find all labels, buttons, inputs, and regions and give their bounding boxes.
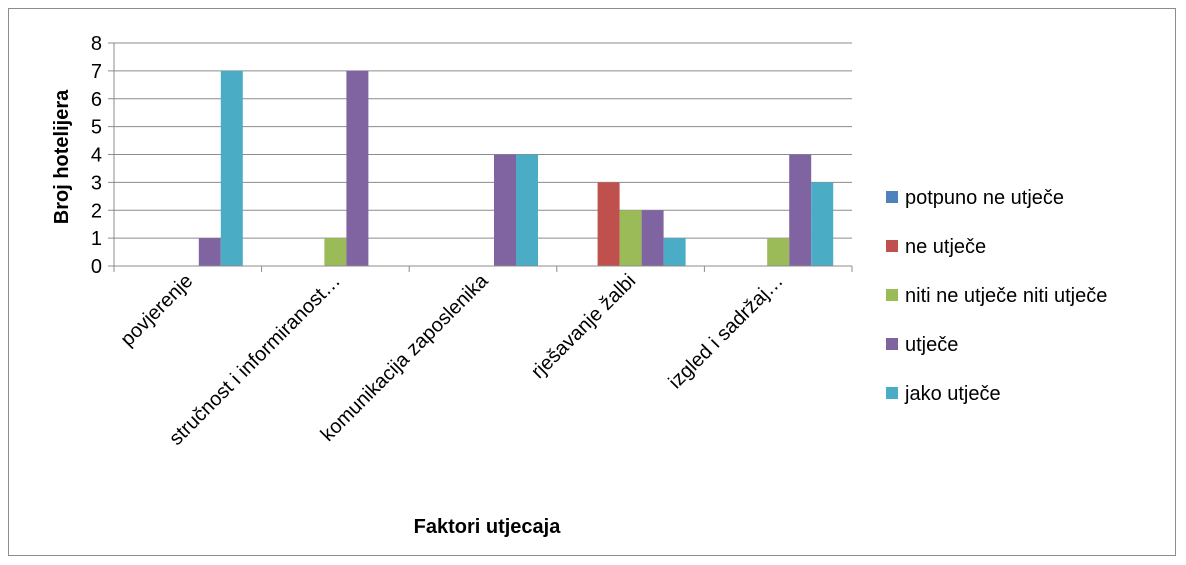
bar bbox=[494, 154, 516, 266]
legend-label: utječe bbox=[905, 334, 958, 356]
x-category-label: povjerenje bbox=[117, 270, 198, 351]
legend-label: potpuno ne utječe bbox=[905, 187, 1064, 209]
bar bbox=[198, 238, 221, 266]
legend-swatch bbox=[886, 191, 898, 203]
chart-area: 0 1 2 3 4 5 6 7 8 povjerenje stručnost i informir… bbox=[8, 8, 1176, 556]
y-tick-label: 7 bbox=[91, 61, 102, 83]
y-tick-label: 2 bbox=[91, 200, 102, 222]
y-tick-label: 6 bbox=[91, 89, 102, 111]
bar bbox=[767, 238, 790, 266]
y-tick-label: 8 bbox=[91, 33, 102, 55]
y-tick-label: 1 bbox=[91, 228, 102, 250]
y-axis-ticks: 0 1 2 3 4 5 6 7 8 bbox=[91, 33, 114, 278]
x-axis-title: Faktori utjecaja bbox=[414, 516, 562, 538]
y-tick-label: 5 bbox=[91, 117, 102, 139]
y-tick-label: 0 bbox=[91, 256, 102, 278]
bar bbox=[789, 154, 812, 266]
bar bbox=[220, 70, 243, 266]
legend-swatch bbox=[886, 240, 898, 252]
bar bbox=[516, 154, 538, 266]
bar bbox=[663, 238, 686, 266]
legend-swatch bbox=[886, 289, 898, 301]
bar bbox=[811, 182, 834, 266]
bar bbox=[346, 70, 369, 266]
legend: potpuno ne utječe ne utječe niti ne utječe… bbox=[886, 187, 1107, 405]
y-tick-label: 3 bbox=[91, 172, 102, 194]
legend-label: jako utječe bbox=[904, 383, 1001, 405]
x-category-label: izgled i sadržaj… bbox=[664, 270, 787, 393]
bar bbox=[597, 182, 620, 266]
x-category-label: komunikacija zaposlenika bbox=[317, 269, 494, 446]
bar bbox=[619, 210, 642, 266]
bar bbox=[324, 238, 347, 266]
axes bbox=[113, 43, 853, 272]
y-tick-label: 4 bbox=[91, 145, 102, 167]
bar bbox=[641, 210, 664, 266]
x-category-label: rješavanje žalbi bbox=[527, 270, 640, 383]
legend-label: ne utječe bbox=[905, 236, 986, 258]
y-axis-title: Broj hotelijera bbox=[51, 89, 73, 224]
x-category-label: stručnost i informiranost… bbox=[165, 270, 345, 450]
legend-label: niti ne utječe niti utječe bbox=[905, 285, 1107, 307]
legend-swatch bbox=[886, 338, 898, 350]
legend-swatch bbox=[886, 387, 898, 399]
bars bbox=[198, 70, 834, 266]
